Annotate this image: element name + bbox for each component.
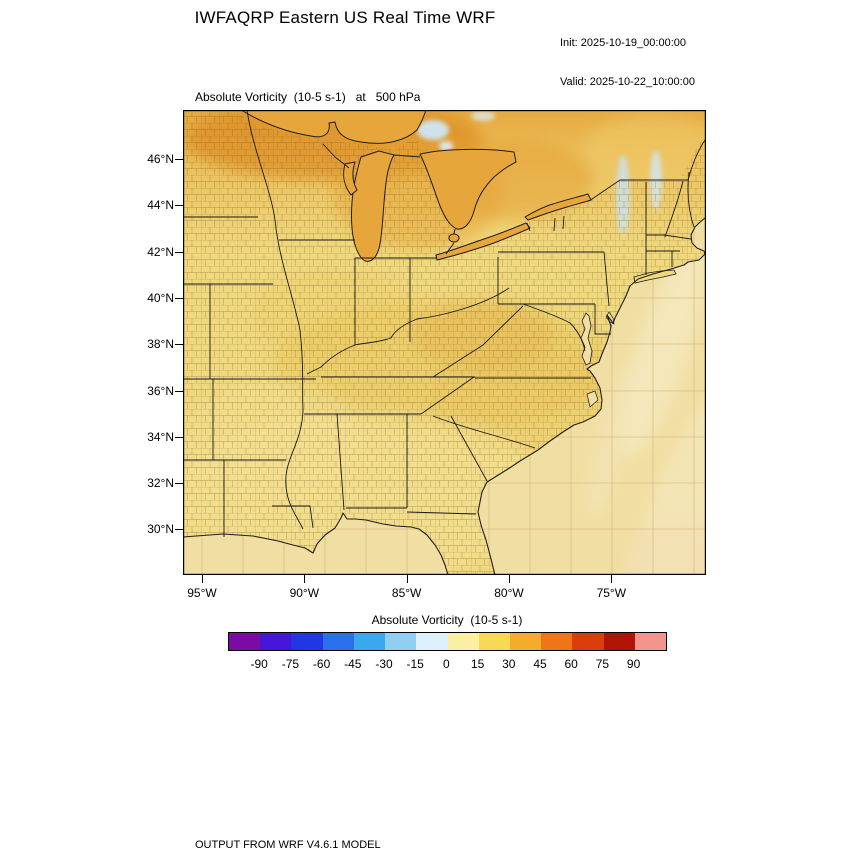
map [183,110,706,575]
lat-tick-label: 42°N [147,244,174,259]
lon-tick-mark [304,575,306,583]
lat-tick-label: 46°N [147,152,174,166]
colorbar-tick-label: -45 [344,657,362,671]
pamlico-sound [586,390,599,408]
colorbar-segment [229,633,261,650]
colorbar-segment [385,633,417,650]
lat-tick-mark [175,529,183,531]
lat-tick-mark [175,483,183,485]
lat-tick-mark [175,436,183,438]
colorbar-tick-label: 90 [626,657,641,671]
lat-tick-label: 34°N [147,429,174,444]
chesapeake-bay [580,312,593,366]
atlantic-coastline [477,217,706,575]
page-title: IWFAQRP Eastern US Real Time WRF [194,8,496,27]
colorbar-segment [447,633,479,650]
colorbar-tick-label: -90 [250,657,268,671]
lat-tick-label: 44°N [147,198,174,213]
colorbar [228,632,667,651]
lake-connectors [393,154,456,255]
colorbar-tick-label: 75 [595,657,610,671]
colorbar-tick-label: 45 [533,657,547,671]
colorbar-title: Absolute Vorticity (10-5 s-1) [371,613,523,627]
colorbar-segment [260,633,292,650]
gulf-of-mexico [183,513,448,575]
colorbar-segment [634,633,667,650]
colorbar-segment [478,633,510,650]
lon-tick-label: 80°W [494,586,524,600]
green-bay [343,161,358,196]
colorbar-segment [291,633,323,650]
great-lakes [240,110,592,262]
lon-tick-mark [611,575,613,583]
colorbar-tick-label: -30 [375,657,393,671]
lat-tick-mark [175,159,183,160]
map-canvas [183,110,706,575]
lon-tick-label: 90°W [289,586,320,600]
colorbar-segment [353,633,386,650]
lake-superior [240,110,427,144]
colorbar-tick-label: -60 [312,657,331,671]
footer-line1: OUTPUT FROM WRF V4.6.1 MODEL [195,839,381,850]
lon-tick-mark [406,575,408,583]
state-boundaries [183,110,706,537]
map-frame [183,110,706,575]
lon-tick-label: 95°W [187,586,217,600]
lat-tick-mark [175,344,183,346]
ocean-field-streaks [587,245,705,575]
colorbar-tick-label: 0 [443,657,450,671]
long-island [633,269,677,284]
valid-time-label: Valid: 2025-10-22_10:00:00 [560,76,695,88]
colorbar-tick-label: 15 [470,657,485,671]
lake-erie [435,222,531,261]
colorbar-segment [509,633,542,650]
lat-tick-label: 38°N [147,337,174,352]
colorbar-segment [541,633,573,650]
lake-huron [419,148,517,230]
colorbar-tick-label: 30 [502,657,516,671]
lat-tick-mark [175,251,183,253]
gulf-coastline [183,512,449,575]
colorbar-tick-label: 60 [564,657,578,671]
lake-st-clair [448,233,460,243]
lon-tick-label: 85°W [391,586,422,600]
lat-tick-label: 32°N [147,476,174,491]
run-times: Init: 2025-10-19_00:00:00 Valid: 2025-10… [560,11,695,115]
lat-tick-label: 36°N [147,383,174,398]
lat-tick-mark [175,390,183,392]
county-texture [183,110,705,575]
colorbar-segment [416,633,448,650]
lat-tick-label: 40°N [147,290,174,305]
field-label: Absolute Vorticity (10-5 s-1) at 500 hPa [195,90,421,104]
lake-michigan [351,150,395,262]
lake-ontario [524,193,592,221]
colorbar-tick-label: -75 [281,657,300,671]
lon-tick-mark [508,575,510,583]
lat-tick-label: 30°N [147,522,174,537]
init-time-label: Init: 2025-10-19_00:00:00 [560,37,686,49]
colorbar-segment [603,633,635,650]
lon-tick-label: 75°W [596,586,627,600]
colorbar-segment [322,633,354,650]
lat-tick-mark [175,297,183,299]
atlantic-ocean [478,218,705,575]
lat-tick-mark [175,205,183,207]
lon-tick-mark [202,575,203,583]
footer: OUTPUT FROM WRF V4.6.1 MODEL WE = 310 ; … [195,812,628,850]
colorbar-tick-label: -15 [406,657,424,671]
colorbar-segment [572,633,604,650]
